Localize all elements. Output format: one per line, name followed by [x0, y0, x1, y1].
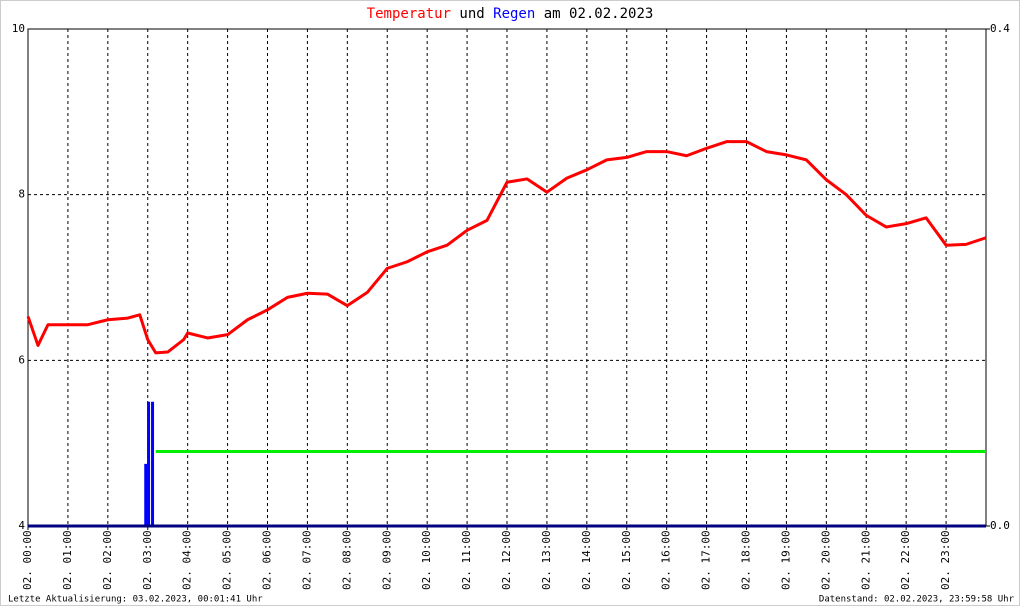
- x-tick-label: 02. 22:00: [899, 530, 912, 590]
- x-tick-label: 02. 08:00: [340, 530, 353, 590]
- x-tick-label: 02. 01:00: [61, 530, 74, 590]
- y-tick-label: 4: [18, 519, 25, 532]
- rain-bar: [147, 401, 151, 526]
- x-tick-label: 02. 09:00: [380, 530, 393, 590]
- y-tick-label: 10: [12, 22, 25, 35]
- x-tick-label: 02. 18:00: [740, 530, 753, 590]
- x-tick-label: 02. 17:00: [700, 530, 713, 590]
- series-line: [26, 140, 987, 355]
- chart-title: Temperatur und Regen am 02.02.2023: [367, 6, 654, 22]
- x-tick-label: 02. 20:00: [819, 530, 832, 590]
- x-tick-label: 02. 16:00: [660, 530, 673, 590]
- title-temp: Temperatur: [367, 6, 451, 22]
- x-tick-label: 02. 02:00: [101, 530, 114, 590]
- x-tick-label: 02. 13:00: [540, 530, 553, 590]
- x-tick-label: 02. 00:00: [21, 530, 34, 590]
- x-tick-label: 02. 07:00: [300, 530, 313, 590]
- rain-bar: [151, 401, 155, 526]
- x-tick-label: 02. 14:00: [580, 530, 593, 590]
- x-tick-label: 02. 05:00: [221, 530, 234, 590]
- y-tick-label: 8: [18, 188, 25, 201]
- x-tick-label: 02. 15:00: [620, 530, 633, 590]
- x-tick-label: 02. 04:00: [181, 530, 194, 590]
- footer-right: Datenstand: 02.02.2023, 23:59:58 Uhr: [819, 595, 1015, 605]
- x-tick-label: 02. 06:00: [261, 530, 274, 590]
- x-tick-label: 02. 03:00: [141, 530, 154, 590]
- title-rain: Regen: [493, 6, 535, 22]
- footer-left: Letzte Aktualisierung: 03.02.2023, 00:01…: [8, 595, 263, 605]
- y-tick-label: 6: [18, 353, 25, 366]
- rain-bar: [144, 463, 148, 526]
- x-tick-label: 02. 11:00: [460, 530, 473, 590]
- title-date: am 02.02.2023: [544, 6, 654, 22]
- x-tick-label: 02. 10:00: [420, 530, 433, 590]
- title-joiner: und: [459, 6, 484, 22]
- x-tick-label: 02. 12:00: [500, 530, 513, 590]
- x-tick-label: 02. 23:00: [939, 530, 952, 590]
- y2-tick-label: 0.0: [990, 519, 1010, 532]
- y2-tick-label: 0.4: [990, 22, 1010, 35]
- x-tick-label: 02. 19:00: [779, 530, 792, 590]
- x-tick-label: 02. 21:00: [859, 530, 872, 590]
